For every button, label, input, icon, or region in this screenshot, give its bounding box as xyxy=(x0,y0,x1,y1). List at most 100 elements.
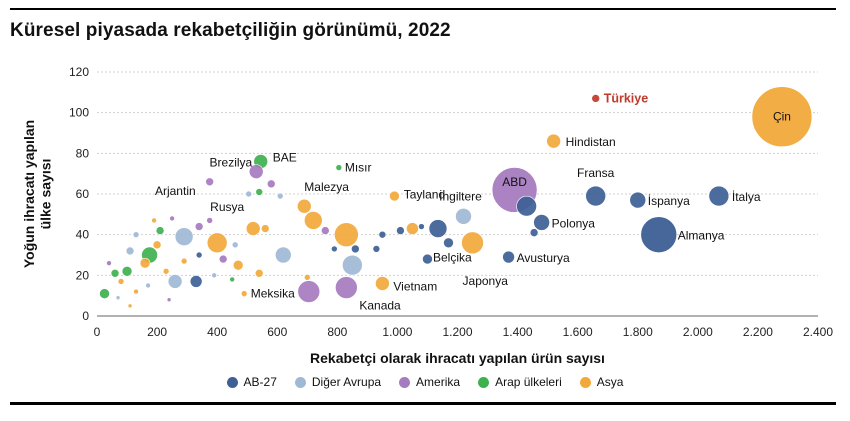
bubble-unlabeled xyxy=(152,240,162,250)
page-title: Küresel piyasada rekabetçiliğin görünümü… xyxy=(10,20,451,41)
x-tick-label: 400 xyxy=(207,325,227,339)
x-axis-ticks: 0 200 400 600 800 1.000 1.200 1.400 1.600 1.800 2.… xyxy=(94,325,834,339)
bubble-unlabeled xyxy=(174,227,194,246)
bubble-unlabeled xyxy=(132,231,140,238)
bubble-unlabeled xyxy=(321,226,330,235)
bubble-label: Arjantin xyxy=(155,184,196,198)
bubble-label: Tayland xyxy=(404,188,445,202)
bubble-unlabeled xyxy=(396,226,405,235)
x-tick-label: 2.000 xyxy=(683,325,713,339)
y-tick-label: 60 xyxy=(76,187,90,201)
bubble-label: Türkiye xyxy=(604,91,649,105)
grid-lines xyxy=(97,71,818,276)
bubble-label: Mısır xyxy=(345,161,372,175)
bubble-unlabeled xyxy=(232,259,244,271)
bubble-label: Hindistan xyxy=(566,135,616,149)
bubble-unlabeled xyxy=(240,290,248,297)
bubble-tayland xyxy=(406,222,419,235)
bubble-unlabeled xyxy=(378,230,387,239)
bubble-arjantin xyxy=(205,177,214,187)
bubble-almanya xyxy=(640,216,678,253)
bubble-japonya xyxy=(461,231,484,255)
bubble-unlabeled xyxy=(162,267,170,275)
bubble-unlabeled xyxy=(303,211,323,230)
legend-swatch xyxy=(579,376,591,388)
bubble-unlabeled xyxy=(443,237,454,249)
bubble-unlabeled xyxy=(245,221,261,236)
bubble-mısır xyxy=(335,164,343,171)
bubble-unlabeled xyxy=(331,245,338,253)
bubble-unlabeled xyxy=(127,303,133,309)
bubble-unlabeled xyxy=(189,275,203,288)
bubble-label: Malezya xyxy=(304,180,349,194)
bubble-label: Polonya xyxy=(552,216,596,230)
x-tick-label: 200 xyxy=(147,325,167,339)
x-tick-label: 600 xyxy=(267,325,287,339)
bubble-label: ABD xyxy=(502,175,527,189)
legend-item: Asya xyxy=(579,375,624,389)
bubble-brezilya xyxy=(248,164,264,179)
x-tick-label: 1.200 xyxy=(442,325,472,339)
bubble-label: Çin xyxy=(773,110,791,124)
bubble-unlabeled xyxy=(155,226,165,235)
bubble-unlabeled xyxy=(274,246,292,264)
x-tick-label: 1.600 xyxy=(563,325,593,339)
bubble-rusya xyxy=(206,232,228,254)
bubble-label: Belçika xyxy=(433,251,472,265)
legend: AB-27 Diğer Avrupa Amerika Arap ülkeleri Asy… xyxy=(0,375,850,389)
x-tick-label: 2.400 xyxy=(803,325,833,339)
bubble-unlabeled xyxy=(166,297,172,303)
bubble-label: İtalya xyxy=(732,190,761,204)
legend-label: Asya xyxy=(596,375,624,389)
bubble-unlabeled xyxy=(167,274,183,289)
bubble-unlabeled xyxy=(260,224,270,233)
legend-swatch xyxy=(226,376,238,388)
bubble-unlabeled xyxy=(139,257,151,269)
y-tick-label: 20 xyxy=(76,268,90,282)
legend-item: AB-27 xyxy=(226,375,277,389)
legend-swatch xyxy=(399,376,411,388)
bottom-rule xyxy=(10,402,836,405)
legend-swatch xyxy=(294,376,306,388)
bubble-unlabeled xyxy=(194,222,204,231)
bubble-unlabeled xyxy=(121,265,133,277)
legend-label: Arap ülkeleri xyxy=(495,375,562,389)
bubble-unlabeled xyxy=(106,260,112,266)
bubble-unlabeled xyxy=(389,190,400,202)
bubble-unlabeled xyxy=(418,223,425,230)
bubble-unlabeled xyxy=(169,215,175,222)
legend-label: AB-27 xyxy=(243,375,277,389)
bubble-fransa xyxy=(585,185,606,207)
bubble-unlabeled xyxy=(334,222,359,247)
x-tick-label: 0 xyxy=(94,325,101,339)
bubble-unlabeled xyxy=(206,217,213,224)
bubble-labels: Çin Türkiye Hindistan ABD Fransa İspanya İtaly… xyxy=(155,91,791,312)
bubble-unlabeled xyxy=(276,192,284,200)
bubble-malezya xyxy=(296,198,312,214)
bubble-unlabeled xyxy=(133,288,139,295)
bubble-kanada xyxy=(335,276,358,299)
bubble-label: İngiltere xyxy=(439,189,482,203)
bubble-unlabeled xyxy=(99,288,110,299)
y-axis-ticks: 0 20 40 60 80 100 120 xyxy=(69,65,89,323)
bubbles xyxy=(99,86,813,309)
bubble-unlabeled xyxy=(351,244,360,254)
bubble-unlabeled xyxy=(266,179,276,189)
bubble-belçika xyxy=(428,219,448,238)
bubble-avusturya xyxy=(502,250,515,264)
x-tick-label: 1.400 xyxy=(503,325,533,339)
bubble-unlabeled xyxy=(145,282,151,289)
bubble-i-spanya xyxy=(629,191,647,209)
bubble-chart: 0 20 40 60 80 100 120 0 200 400 600 800 1.000 1.200 1… xyxy=(21,65,834,366)
bubble-label: Rusya xyxy=(210,200,244,214)
bubble-label: Kanada xyxy=(359,299,401,313)
bubble-unlabeled xyxy=(110,268,120,278)
bubble-label: İspanya xyxy=(648,194,690,208)
bubble-label: Almanya xyxy=(678,229,725,243)
y-tick-label: 80 xyxy=(76,146,90,160)
bubble-unlabeled xyxy=(218,254,228,264)
bubble-unlabeled xyxy=(422,253,433,265)
bubble-unlabeled xyxy=(529,228,539,237)
bubble-hindistan xyxy=(546,133,561,149)
bubble-label: Brezilya xyxy=(210,156,253,170)
